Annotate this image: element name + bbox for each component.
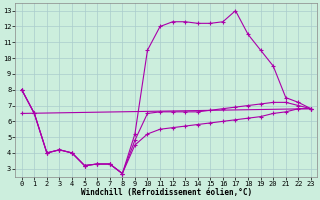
X-axis label: Windchill (Refroidissement éolien,°C): Windchill (Refroidissement éolien,°C) — [81, 188, 252, 197]
